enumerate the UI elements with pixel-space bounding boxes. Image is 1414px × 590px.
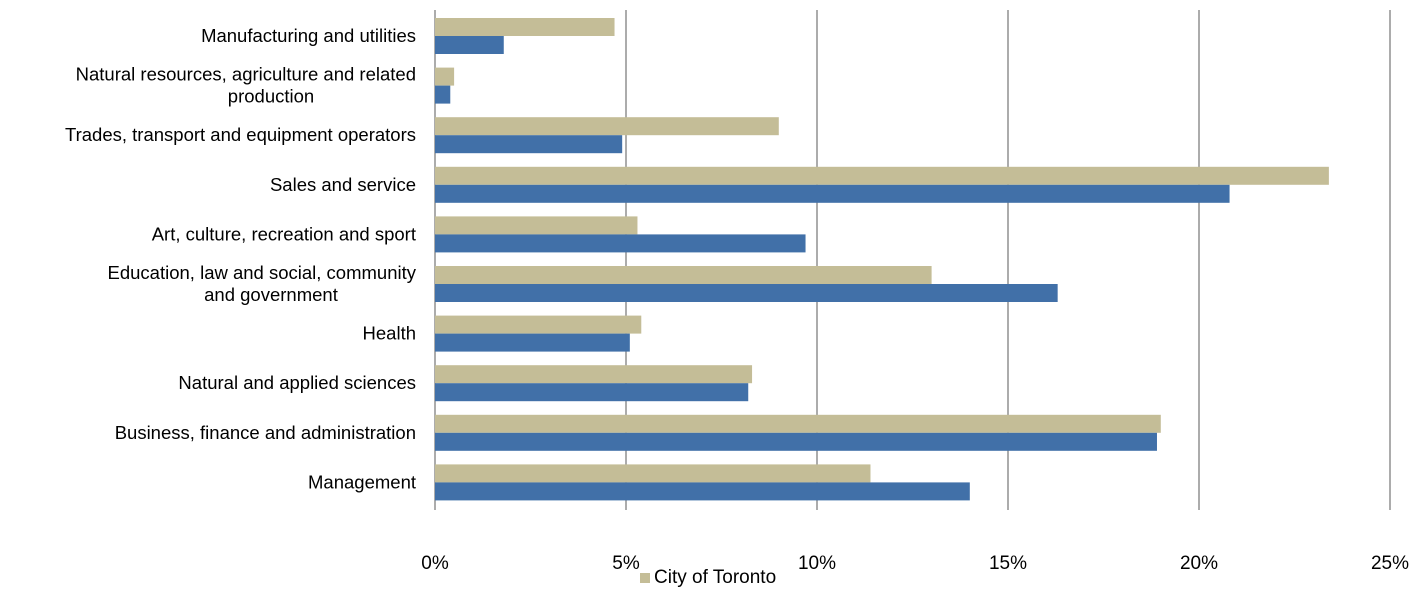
category-label: Trades, transport and equipment operator… — [65, 124, 416, 145]
category-label: Natural resources, agriculture and relat… — [76, 64, 416, 85]
category-label: Management — [308, 471, 416, 492]
bar-series-2 — [435, 36, 504, 54]
category-label: production — [228, 86, 314, 107]
bar-series-1 — [435, 266, 932, 284]
category-label: Manufacturing and utilities — [201, 25, 416, 46]
legend-swatch — [640, 573, 650, 583]
bar-series-2 — [435, 432, 1157, 451]
category-label: Business, finance and administration — [115, 422, 416, 443]
bar-series-2 — [435, 135, 623, 154]
bars — [435, 18, 1329, 501]
bar-series-1 — [435, 117, 779, 136]
bar-series-1 — [435, 166, 1329, 185]
bar-series-1 — [435, 414, 1161, 433]
category-label: Natural and applied sciences — [178, 372, 416, 393]
x-tick-labels: 0% 5% 10% 15% 20% 25% — [421, 553, 1409, 574]
x-tick-label: 5% — [612, 553, 640, 574]
bar-series-1 — [435, 365, 753, 384]
x-tick-label: 25% — [1371, 553, 1409, 574]
bar-series-1 — [435, 216, 638, 235]
bar-series-2 — [435, 383, 749, 402]
bar-series-1 — [435, 315, 642, 334]
bar-series-2 — [435, 284, 1058, 302]
bar-series-2 — [435, 234, 806, 253]
legend: City of Toronto — [640, 567, 776, 588]
bar-series-2 — [435, 85, 451, 104]
x-tick-label: 15% — [989, 553, 1027, 574]
category-label: Health — [363, 323, 416, 344]
bar-series-1 — [435, 464, 871, 483]
x-tick-label: 10% — [798, 553, 836, 574]
x-tick-label: 0% — [421, 553, 449, 574]
bar-series-2 — [435, 333, 630, 352]
x-tick-label: 20% — [1180, 553, 1218, 574]
bar-series-2 — [435, 184, 1230, 203]
bar-series-2 — [435, 482, 970, 501]
legend-label: City of Toronto — [654, 567, 776, 588]
category-label: Sales and service — [270, 174, 416, 195]
category-label: Art, culture, recreation and sport — [152, 223, 416, 244]
bar-series-1 — [435, 67, 455, 86]
category-labels: Manufacturing and utilities Natural resou… — [65, 25, 417, 492]
bar-series-1 — [435, 18, 615, 36]
category-label: Education, law and social, community — [108, 262, 417, 283]
category-label: and government — [204, 284, 338, 305]
